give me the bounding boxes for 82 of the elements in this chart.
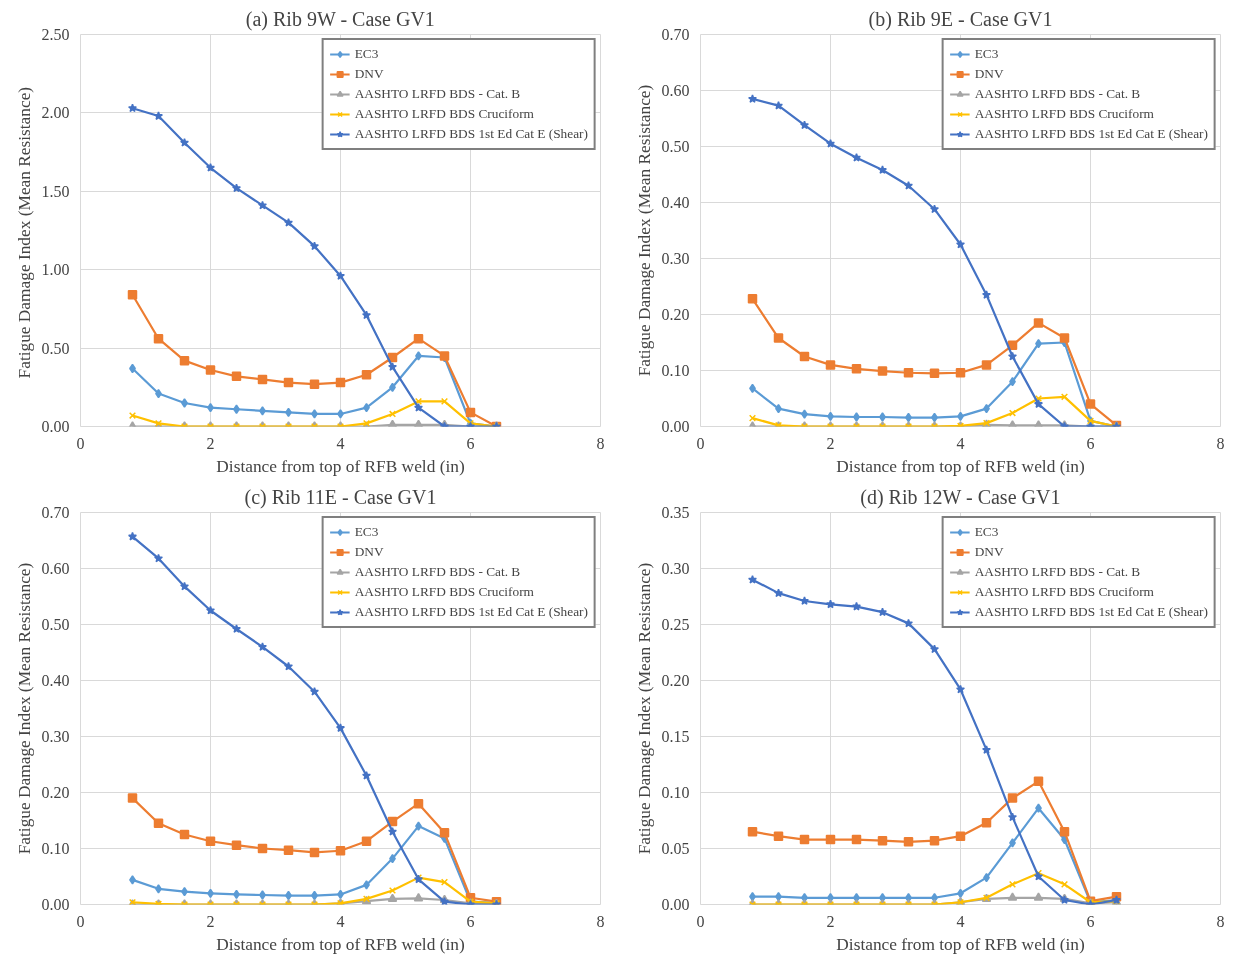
chart-title: (b) Rib 9E - Case GV1 — [868, 7, 1053, 31]
y-axis-title: Fatigue Damage Index (Mean Resistance) — [14, 562, 34, 855]
chart-title: (c) Rib 11E - Case GV1 — [244, 485, 437, 509]
y-tick-label: 1.00 — [41, 261, 70, 279]
y-tick-label: 0.70 — [41, 504, 70, 521]
y-tick-label: 0.40 — [661, 194, 690, 211]
y-axis-title: Fatigue Damage Index (Mean Resistance) — [634, 84, 654, 377]
x-tick-label: 4 — [336, 434, 345, 452]
legend-label: AASHTO LRFD BDS 1st Ed Cat E (Shear) — [354, 604, 588, 620]
legend-label: AASHTO LRFD BDS 1st Ed Cat E (Shear) — [974, 126, 1208, 142]
x-tick-label: 8 — [596, 434, 605, 452]
y-tick-label: 0.50 — [41, 616, 70, 633]
y-tick-label: 0.00 — [661, 896, 690, 913]
x-tick-label: 2 — [826, 912, 835, 930]
y-tick-label: 0.10 — [41, 840, 70, 857]
y-tick-label: 0.25 — [661, 616, 690, 633]
y-tick-label: 0.20 — [41, 784, 70, 801]
x-tick-label: 4 — [956, 434, 965, 452]
x-tick-label: 4 — [956, 912, 965, 930]
chart-title: (a) Rib 9W - Case GV1 — [245, 7, 435, 31]
x-tick-label: 2 — [206, 434, 215, 452]
x-axis-title: Distance from top of RFB weld (in) — [836, 456, 1085, 476]
x-tick-label: 0 — [76, 434, 85, 452]
x-tick-label: 8 — [1216, 434, 1225, 452]
y-tick-label: 0.40 — [41, 672, 70, 689]
y-tick-label: 0.30 — [661, 560, 690, 577]
x-tick-label: 2 — [826, 434, 835, 452]
legend-label: DNV — [974, 544, 1004, 560]
legend-label: AASHTO LRFD BDS Cruciform — [354, 584, 534, 600]
x-axis-title: Distance from top of RFB weld (in) — [216, 456, 465, 476]
y-tick-label: 0.10 — [661, 362, 690, 379]
legend-label: DNV — [354, 544, 384, 560]
y-tick-label: 0.50 — [661, 138, 690, 155]
y-tick-label: 0.05 — [661, 840, 690, 857]
y-tick-label: 0.70 — [661, 26, 690, 43]
y-axis-title: Fatigue Damage Index (Mean Resistance) — [634, 562, 654, 855]
x-tick-label: 0 — [76, 912, 85, 930]
y-tick-label: 0.10 — [661, 784, 690, 801]
y-tick-label: 0.00 — [41, 418, 70, 435]
y-tick-label: 0.20 — [661, 306, 690, 323]
x-tick-label: 6 — [466, 912, 475, 930]
legend-label: AASHTO LRFD BDS Cruciform — [974, 106, 1154, 122]
chart-title: (d) Rib 12W - Case GV1 — [860, 485, 1061, 509]
y-tick-label: 0.35 — [661, 504, 690, 521]
y-tick-label: 0.00 — [41, 896, 70, 913]
x-tick-label: 4 — [336, 912, 345, 930]
y-tick-label: 0.20 — [661, 672, 690, 689]
y-tick-label: 0.30 — [661, 250, 690, 267]
y-tick-label: 0.60 — [41, 560, 70, 577]
x-axis-title: Distance from top of RFB weld (in) — [216, 934, 465, 954]
legend-label: AASHTO LRFD BDS - Cat. B — [354, 564, 521, 580]
y-tick-label: 0.50 — [41, 339, 70, 357]
legend-label: AASHTO LRFD BDS - Cat. B — [974, 564, 1141, 580]
x-tick-label: 6 — [1086, 912, 1095, 930]
y-tick-label: 2.50 — [41, 26, 70, 43]
x-tick-label: 2 — [206, 912, 215, 930]
x-tick-label: 8 — [1216, 912, 1225, 930]
legend-label: AASHTO LRFD BDS 1st Ed Cat E (Shear) — [354, 126, 588, 142]
y-tick-label: 2.00 — [41, 104, 70, 122]
y-tick-label: 0.00 — [661, 418, 690, 435]
x-tick-label: 8 — [596, 912, 605, 930]
legend-label: AASHTO LRFD BDS - Cat. B — [354, 86, 521, 102]
legend-label: EC3 — [974, 46, 999, 62]
legend-label: EC3 — [974, 524, 999, 540]
y-tick-label: 0.15 — [661, 728, 690, 745]
legend-label: DNV — [354, 66, 384, 82]
legend-label: AASHTO LRFD BDS Cruciform — [354, 106, 534, 122]
legend-label: AASHTO LRFD BDS Cruciform — [974, 584, 1154, 600]
legend-label: AASHTO LRFD BDS - Cat. B — [974, 86, 1141, 102]
legend-label: DNV — [974, 66, 1004, 82]
x-tick-label: 6 — [1086, 434, 1095, 452]
y-tick-label: 1.50 — [41, 182, 70, 200]
legend-label: AASHTO LRFD BDS 1st Ed Cat E (Shear) — [974, 604, 1208, 620]
y-tick-label: 0.30 — [41, 728, 70, 745]
legend-label: EC3 — [354, 46, 379, 62]
x-tick-label: 0 — [696, 434, 705, 452]
x-axis-title: Distance from top of RFB weld (in) — [836, 934, 1085, 954]
legend-label: EC3 — [354, 524, 379, 540]
y-tick-label: 0.60 — [661, 82, 690, 99]
x-tick-label: 0 — [696, 912, 705, 930]
y-axis-title: Fatigue Damage Index (Mean Resistance) — [14, 86, 34, 379]
x-tick-label: 6 — [466, 434, 475, 452]
